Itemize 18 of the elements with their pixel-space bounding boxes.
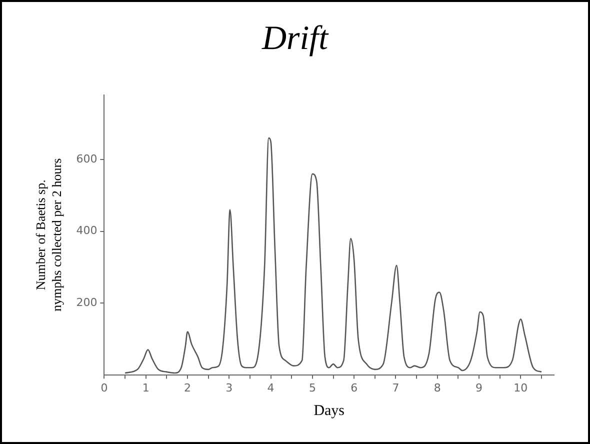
y-tick-label: 400 bbox=[76, 224, 98, 238]
x-tick-label: 1 bbox=[142, 381, 150, 394]
x-tick-label: 7 bbox=[392, 381, 400, 394]
y-axis-title: Number of Baetis sp. nymphs collected per 2 hours bbox=[33, 158, 64, 312]
x-tick-label: 2 bbox=[184, 381, 191, 394]
x-tick-label: 8 bbox=[434, 381, 441, 394]
x-tick-label: 9 bbox=[476, 381, 483, 394]
y-tick-label: 200 bbox=[76, 296, 98, 309]
x-tick-label: 4 bbox=[267, 381, 274, 394]
x-tick-label: 3 bbox=[226, 381, 233, 394]
y-tick-label: 600 bbox=[76, 152, 98, 166]
x-axis-title: Days bbox=[314, 402, 345, 419]
x-tick-label: 5 bbox=[308, 381, 316, 394]
x-tick-label: 6 bbox=[350, 381, 358, 394]
line-series bbox=[124, 137, 542, 374]
chart-title: Drift bbox=[260, 20, 330, 58]
x-tick-label: 10 bbox=[514, 381, 528, 394]
x-tick-label: 0 bbox=[100, 381, 108, 394]
